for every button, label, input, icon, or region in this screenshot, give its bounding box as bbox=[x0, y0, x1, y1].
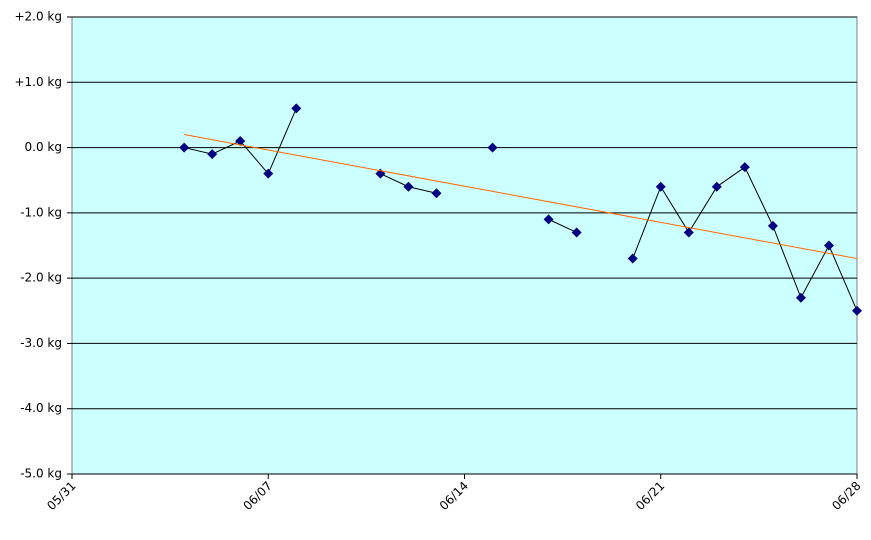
marker bbox=[739, 162, 750, 173]
x-tick-label: 06/28 bbox=[829, 479, 863, 513]
x-tick-label: 06/07 bbox=[240, 479, 274, 513]
y-tick-label: -1.0 kg bbox=[20, 205, 62, 219]
trend-line bbox=[184, 134, 858, 260]
marker bbox=[571, 227, 582, 238]
x-tick-label: 06/14 bbox=[437, 479, 471, 513]
marker bbox=[627, 253, 638, 264]
marker bbox=[767, 220, 778, 231]
x-tick-label: 05/31 bbox=[44, 479, 78, 513]
marker bbox=[852, 305, 862, 316]
y-tick-label: -5.0 kg bbox=[20, 467, 62, 481]
marker bbox=[179, 142, 190, 153]
marker bbox=[655, 181, 666, 192]
marker bbox=[683, 227, 694, 238]
marker bbox=[711, 181, 722, 192]
y-tick-label: -4.0 kg bbox=[20, 401, 62, 415]
marker bbox=[431, 188, 442, 199]
marker bbox=[235, 136, 246, 147]
marker bbox=[263, 168, 274, 179]
x-tick-label: 06/21 bbox=[633, 479, 667, 513]
y-tick-label: -2.0 kg bbox=[20, 271, 62, 285]
marker bbox=[543, 214, 554, 225]
marker bbox=[487, 142, 498, 153]
marker bbox=[823, 240, 834, 251]
y-tick-label: 0.0 kg bbox=[25, 140, 62, 154]
marker bbox=[291, 103, 302, 114]
marker bbox=[795, 292, 806, 303]
plot-area bbox=[71, 16, 858, 475]
marker bbox=[207, 149, 218, 160]
y-tick-label: -3.0 kg bbox=[20, 336, 62, 350]
y-tick-label: +1.0 kg bbox=[14, 75, 62, 89]
marker bbox=[403, 181, 414, 192]
y-tick-label: +2.0 kg bbox=[14, 10, 62, 24]
